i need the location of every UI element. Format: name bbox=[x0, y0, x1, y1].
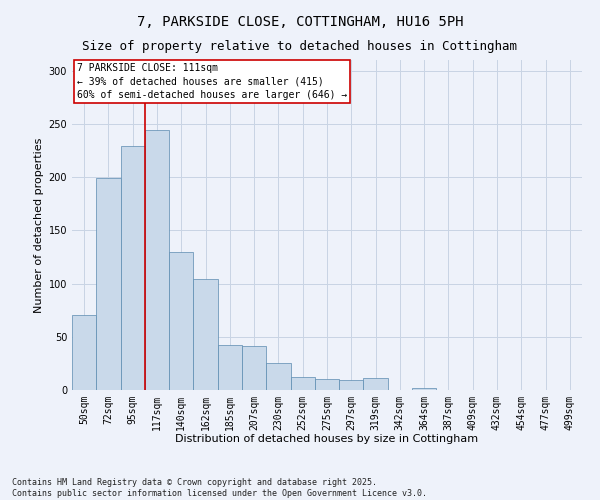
Bar bbox=[315, 380, 339, 390]
Text: Contains HM Land Registry data © Crown copyright and database right 2025.
Contai: Contains HM Land Registry data © Crown c… bbox=[12, 478, 427, 498]
Bar bbox=[72, 316, 96, 390]
Bar bbox=[218, 346, 242, 390]
Bar bbox=[266, 364, 290, 390]
Text: 7, PARKSIDE CLOSE, COTTINGHAM, HU16 5PH: 7, PARKSIDE CLOSE, COTTINGHAM, HU16 5PH bbox=[137, 15, 463, 29]
Bar bbox=[364, 378, 388, 390]
Bar bbox=[145, 130, 169, 390]
Bar bbox=[242, 346, 266, 390]
Text: Size of property relative to detached houses in Cottingham: Size of property relative to detached ho… bbox=[83, 40, 517, 53]
Bar bbox=[169, 252, 193, 390]
Text: 7 PARKSIDE CLOSE: 111sqm
← 39% of detached houses are smaller (415)
60% of semi-: 7 PARKSIDE CLOSE: 111sqm ← 39% of detach… bbox=[77, 64, 347, 100]
Bar bbox=[121, 146, 145, 390]
Bar bbox=[96, 178, 121, 390]
Bar bbox=[412, 388, 436, 390]
Bar bbox=[290, 377, 315, 390]
X-axis label: Distribution of detached houses by size in Cottingham: Distribution of detached houses by size … bbox=[175, 434, 479, 444]
Bar bbox=[193, 280, 218, 390]
Y-axis label: Number of detached properties: Number of detached properties bbox=[34, 138, 44, 312]
Bar bbox=[339, 380, 364, 390]
